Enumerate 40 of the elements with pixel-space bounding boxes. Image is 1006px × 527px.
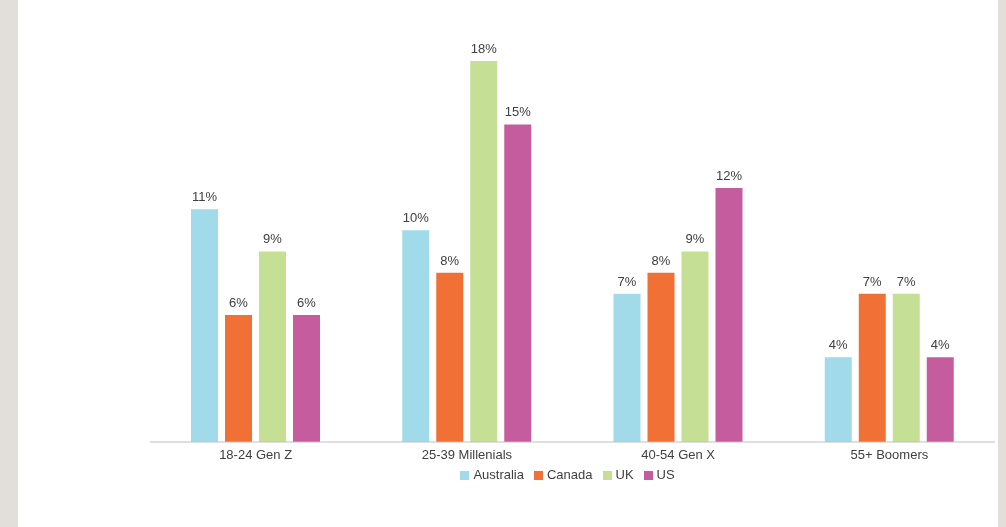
bar <box>613 293 641 442</box>
bar <box>293 314 320 442</box>
data-label: 8% <box>651 252 671 268</box>
data-label: 9% <box>263 231 283 247</box>
bar <box>715 187 743 442</box>
data-label: 7% <box>896 273 917 289</box>
bar <box>225 314 252 442</box>
data-label: 12% <box>715 167 743 183</box>
legend-label: Canada <box>546 467 593 482</box>
x-tick-label: 40-54 Gen X <box>641 447 716 463</box>
bar <box>470 60 498 442</box>
bar <box>259 251 286 442</box>
data-label: 7% <box>862 273 883 289</box>
bar <box>504 124 532 442</box>
bar <box>436 272 464 442</box>
data-label: 6% <box>229 294 249 310</box>
x-tick-label: 55+ Boomers <box>850 447 929 463</box>
bar <box>402 230 430 442</box>
x-tick-label: 18-24 Gen Z <box>219 447 293 463</box>
bar <box>681 251 709 442</box>
bar <box>926 357 954 442</box>
data-label: 8% <box>440 252 460 268</box>
x-tick-label: 25-39 Millenials <box>421 447 513 463</box>
data-label: 15% <box>504 104 532 120</box>
bar <box>858 293 886 442</box>
data-label: 4% <box>930 337 951 353</box>
data-label: 18% <box>470 40 498 56</box>
data-label: 10% <box>402 210 430 226</box>
data-label: 6% <box>297 294 317 310</box>
legend-label: US <box>656 467 675 482</box>
data-label: 4% <box>828 337 849 353</box>
data-label: 11% <box>191 189 218 205</box>
bar <box>647 272 675 442</box>
legend-label: UK <box>615 467 634 482</box>
bar <box>824 357 852 442</box>
data-label: 9% <box>685 231 705 247</box>
bar <box>892 293 920 442</box>
legend-label: Australia <box>473 467 524 482</box>
data-label: 7% <box>617 273 637 289</box>
bar <box>191 209 218 442</box>
